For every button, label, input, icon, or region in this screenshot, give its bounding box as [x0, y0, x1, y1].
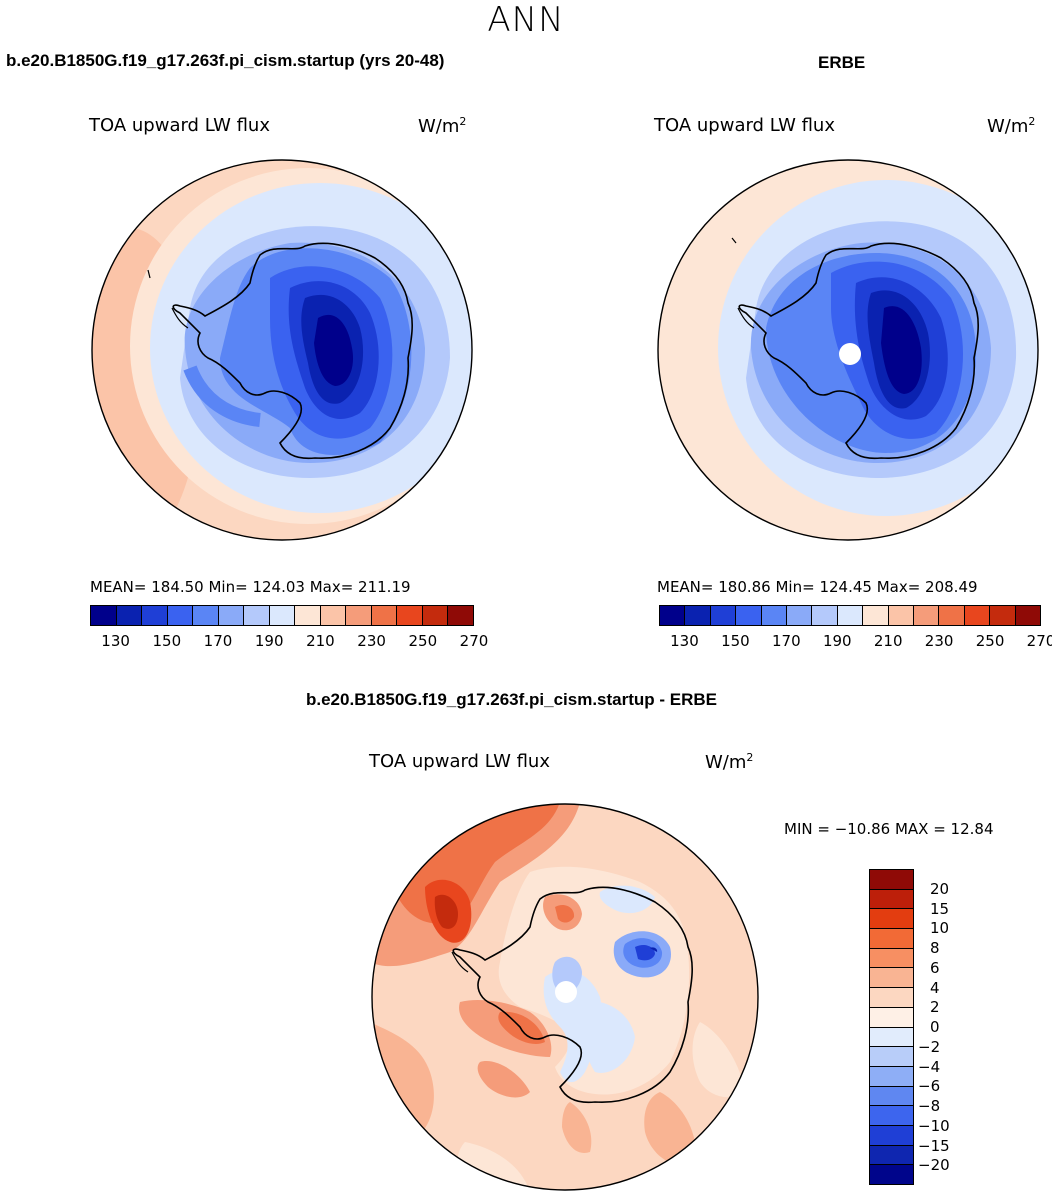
- colorbar-swatch: [870, 1106, 913, 1126]
- colorbar-swatch: [269, 606, 296, 625]
- diff-stats: MIN = −10.86 MAX = 12.84: [784, 820, 994, 838]
- colorbar-tick-label: 2: [930, 998, 940, 1017]
- colorbar-swatch: [812, 606, 838, 625]
- colorbar-swatch: [964, 606, 991, 625]
- colorbar-swatch: [870, 1165, 913, 1184]
- colorbar-swatch: [218, 606, 245, 625]
- colorbar-swatch: [870, 1125, 913, 1146]
- colorbar-swatch: [870, 1047, 913, 1067]
- colorbar-tick-label: 250: [975, 632, 1005, 650]
- colorbar-tick-label: 250: [408, 632, 438, 650]
- diff-colorbar: [869, 869, 914, 1185]
- colorbar-tick-label: 15: [930, 899, 950, 918]
- colorbar-swatch: [422, 606, 449, 625]
- colorbar-swatch: [142, 606, 168, 625]
- colorbar-swatch: [91, 606, 117, 625]
- colorbar-swatch: [870, 1145, 913, 1166]
- model-stats: MEAN= 184.50 Min= 124.03 Max= 211.19: [90, 578, 411, 596]
- colorbar-tick-label: 270: [459, 632, 489, 650]
- colorbar-tick-label: 210: [306, 632, 335, 650]
- colorbar-swatch: [660, 606, 686, 625]
- obs-units-label: W/m2: [987, 115, 1036, 137]
- colorbar-swatch: [320, 606, 347, 625]
- colorbar-tick-label: 8: [930, 939, 940, 957]
- colorbar-tick-label: 170: [203, 632, 233, 650]
- colorbar-tick-label: 130: [670, 632, 699, 650]
- colorbar-swatch: [685, 606, 711, 625]
- colorbar-tick-label: 20: [930, 879, 950, 898]
- colorbar-tick-label: 190: [822, 632, 852, 650]
- diff-case-title: b.e20.B1850G.f19_g17.263f.pi_cism.startu…: [306, 690, 718, 709]
- colorbar-swatch: [870, 1086, 913, 1107]
- colorbar-swatch: [870, 1027, 913, 1048]
- model-polar-map: [91, 159, 473, 541]
- colorbar-tick-label: 130: [101, 632, 130, 650]
- diff-units-label: W/m2: [705, 751, 754, 773]
- colorbar-swatch: [193, 606, 219, 625]
- colorbar-tick-label: 230: [924, 632, 954, 650]
- colorbar-swatch: [397, 606, 423, 625]
- colorbar-swatch: [914, 606, 940, 625]
- colorbar-tick-label: 270: [1026, 632, 1052, 650]
- model-units-label: W/m2: [418, 115, 467, 137]
- diff-variable-label: TOA upward LW flux: [369, 751, 550, 772]
- colorbar-swatch: [870, 968, 913, 989]
- colorbar-tick-label: 6: [930, 958, 940, 977]
- colorbar-tick-label: 210: [873, 632, 903, 650]
- obs-polar-map: [657, 159, 1039, 541]
- colorbar-tick-label: 230: [357, 632, 386, 650]
- colorbar-tick-label: −6: [918, 1077, 941, 1096]
- colorbar-swatch: [167, 606, 194, 625]
- colorbar-swatch: [116, 606, 143, 625]
- colorbar-tick-label: 10: [930, 919, 950, 938]
- model-case-title: b.e20.B1850G.f19_g17.263f.pi_cism.startu…: [6, 51, 445, 70]
- colorbar-tick-label: 150: [152, 632, 182, 650]
- colorbar-swatch: [870, 889, 913, 910]
- colorbar-swatch: [870, 1066, 913, 1087]
- colorbar-tick-label: −10: [918, 1116, 950, 1135]
- colorbar-swatch: [761, 606, 788, 625]
- model-variable-label: TOA upward LW flux: [89, 115, 270, 136]
- colorbar-swatch: [787, 606, 813, 625]
- colorbar-swatch: [870, 1007, 913, 1028]
- colorbar-swatch: [888, 606, 915, 625]
- colorbar-swatch: [870, 909, 913, 930]
- colorbar-swatch: [870, 988, 913, 1008]
- obs-colorbar: [659, 605, 1041, 626]
- colorbar-swatch: [863, 606, 889, 625]
- colorbar-tick-label: 170: [772, 632, 801, 650]
- season-title: ANN: [487, 0, 565, 40]
- colorbar-swatch: [870, 929, 913, 949]
- colorbar-swatch: [939, 606, 965, 625]
- colorbar-swatch: [870, 948, 913, 969]
- colorbar-swatch: [870, 870, 913, 890]
- colorbar-tick-label: −20: [918, 1156, 950, 1175]
- colorbar-tick-label: 190: [254, 632, 284, 650]
- diff-colorbar-ticks: 20 15 10 8 6 4 2 0 −2 −4 −6 −8 −10 −15 −20: [918, 869, 978, 1185]
- obs-variable-label: TOA upward LW flux: [654, 115, 835, 136]
- model-colorbar-ticks: 130 150 170 190 210 230 250 270: [90, 632, 488, 652]
- colorbar-tick-label: 0: [930, 1018, 940, 1036]
- obs-colorbar-ticks: 130 150 170 190 210 230 250 270: [659, 632, 1052, 652]
- colorbar-swatch: [1015, 606, 1041, 625]
- colorbar-tick-label: 150: [721, 632, 750, 650]
- colorbar-swatch: [990, 606, 1016, 625]
- diff-polar-map: [371, 803, 759, 1191]
- model-colorbar: [90, 605, 474, 626]
- colorbar-swatch: [837, 606, 864, 625]
- colorbar-swatch: [736, 606, 762, 625]
- colorbar-tick-label: −4: [918, 1057, 941, 1076]
- colorbar-swatch: [448, 606, 473, 625]
- obs-stats: MEAN= 180.86 Min= 124.45 Max= 208.49: [657, 578, 978, 596]
- colorbar-swatch: [710, 606, 737, 625]
- colorbar-tick-label: −15: [918, 1136, 950, 1155]
- colorbar-tick-label: −2: [918, 1037, 941, 1056]
- colorbar-tick-label: 4: [930, 978, 940, 997]
- colorbar-swatch: [371, 606, 398, 625]
- colorbar-swatch: [244, 606, 270, 625]
- colorbar-swatch: [346, 606, 372, 625]
- colorbar-tick-label: −8: [918, 1097, 941, 1115]
- obs-case-title: ERBE: [818, 53, 866, 72]
- colorbar-swatch: [295, 606, 321, 625]
